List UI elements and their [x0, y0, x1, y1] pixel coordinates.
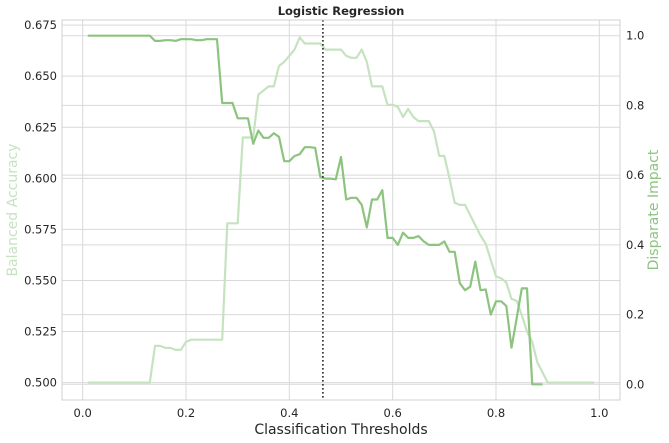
x-tick-label: 0.6: [384, 406, 402, 420]
tick-labels: 0.0 0.2 0.4 0.6 0.8 1.0 0.500 0.525 0.550 0.575 0.…: [24, 18, 644, 420]
axes-frame: [61, 19, 621, 401]
y-left-tick-label: 0.525: [24, 325, 57, 339]
y-right-tick-label: 1.0: [626, 29, 644, 43]
x-tick-label: 0.2: [177, 406, 195, 420]
y-left-tick-label: 0.575: [24, 222, 57, 236]
series-disparate-impact: [87, 34, 543, 386]
y-right-tick-label: 0.4: [626, 238, 644, 252]
y-left-tick-label: 0.650: [24, 69, 57, 83]
y-left-tick-label: 0.500: [24, 376, 57, 390]
series-balanced-accuracy: [87, 36, 595, 384]
disparate-impact-line: [87, 34, 543, 386]
x-tick-label: 0.0: [74, 406, 92, 420]
y-left-tick-label: 0.675: [24, 18, 57, 32]
y-left-tick-label: 0.600: [24, 171, 57, 185]
y-axis-label-left: Balanced Accuracy: [5, 143, 21, 276]
y-left-tick-label: 0.550: [24, 273, 57, 287]
y-right-tick-label: 0.8: [626, 98, 644, 112]
y-axis-label-right: Disparate Impact: [646, 149, 662, 270]
chart-title: Logistic Regression: [278, 4, 405, 18]
balanced-accuracy-line: [87, 36, 595, 384]
grid: [62, 20, 620, 400]
y-right-tick-label: 0.0: [626, 377, 644, 391]
x-tick-label: 0.4: [280, 406, 298, 420]
y-right-tick-label: 0.2: [626, 308, 644, 322]
y-left-tick-label: 0.625: [24, 120, 57, 134]
x-tick-label: 1.0: [590, 406, 608, 420]
plot-frame: [61, 19, 621, 401]
x-tick-label: 0.8: [487, 406, 505, 420]
x-axis-label: Classification Thresholds: [254, 422, 427, 438]
y-right-tick-label: 0.6: [626, 168, 644, 182]
